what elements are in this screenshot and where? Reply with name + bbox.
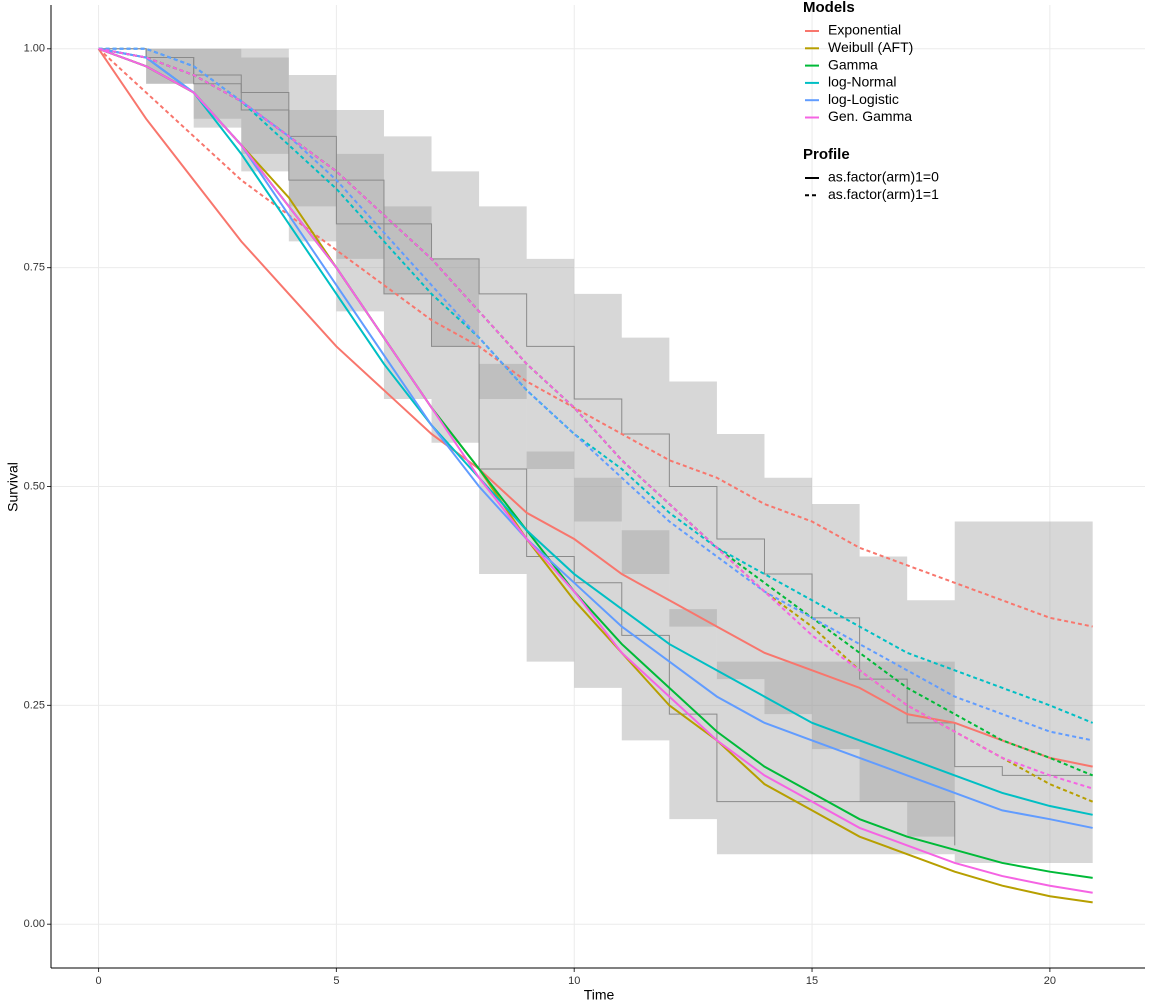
x-tick-label: 15 (806, 975, 818, 987)
survival-curve (98, 47, 1094, 724)
survival-curve (98, 47, 1093, 790)
legend-label: Gen. Gamma (828, 108, 912, 124)
legend-label: log-Logistic (828, 91, 899, 107)
y-tick-label: 0.75 (24, 262, 45, 274)
y-tick-label: 0.25 (24, 699, 45, 711)
km-curve (98, 48, 1093, 776)
x-tick-label: 20 (1044, 975, 1056, 987)
y-tick-label: 0.00 (24, 918, 45, 930)
legend-title: Profile (803, 146, 850, 163)
y-axis-label: Survival (5, 462, 21, 512)
legend-label: Weibull (AFT) (828, 39, 913, 55)
legend-label: Exponential (828, 22, 901, 38)
plot-area (51, 5, 1145, 968)
legend-label: Gamma (828, 56, 878, 72)
survival-curve (98, 47, 1093, 894)
legend-title: Models (803, 0, 855, 16)
x-tick-label: 0 (96, 975, 102, 987)
y-tick-label: 0.50 (24, 480, 45, 492)
x-tick-label: 5 (333, 975, 339, 987)
x-axis-label: Time (584, 987, 615, 1003)
survival-curve (98, 47, 1093, 816)
survival-curve (97, 48, 1093, 628)
survival-curve (98, 47, 1093, 904)
legend-label: log-Normal (828, 74, 896, 90)
legend-label: as.factor(arm)1=1 (828, 186, 939, 202)
x-tick-label: 10 (568, 975, 580, 987)
survival-curve (98, 47, 1093, 829)
survival-curve (98, 47, 1093, 742)
legend-label: as.factor(arm)1=0 (828, 169, 939, 185)
y-tick-label: 1.00 (24, 43, 45, 55)
